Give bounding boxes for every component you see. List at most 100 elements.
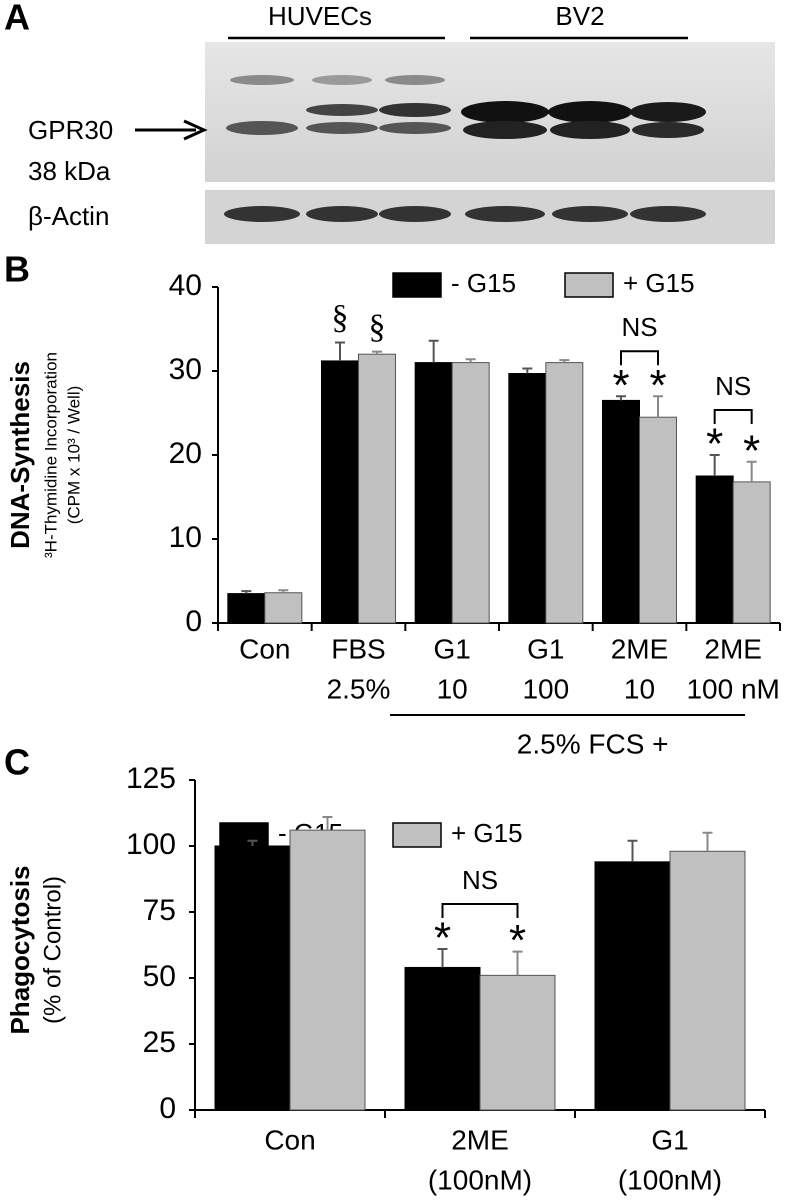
error-bar: [559, 359, 570, 363]
y-tick-label: 75: [143, 894, 176, 927]
bracket: [441, 902, 519, 918]
bar: [289, 829, 366, 1111]
bar: [264, 592, 303, 624]
x-tick-label: 2ME: [704, 633, 762, 664]
error-bar: [428, 339, 439, 363]
x-tick-label: 2ME: [611, 633, 669, 664]
significance-marker: *: [434, 914, 451, 963]
y-axis-subtitle: ³H-Thymidine Incorporation: [41, 352, 60, 558]
legend-swatch: [219, 822, 269, 848]
bracket: [620, 350, 659, 366]
y-tick-label: 0: [185, 605, 202, 638]
bar: [508, 373, 547, 624]
legend-label: + G15: [451, 818, 523, 848]
bar: [479, 974, 556, 1111]
arrow-head: [183, 119, 208, 141]
y-tick-label: 20: [169, 437, 202, 470]
x-tick-label: 100: [522, 673, 569, 704]
bar: [414, 362, 453, 624]
legend-label: + G15: [623, 268, 695, 298]
bar: [451, 362, 490, 624]
error-bar: [709, 454, 720, 476]
legend-swatch: [392, 272, 442, 298]
x-tick-label: 10: [437, 673, 468, 704]
x-tick-label: G1: [433, 633, 470, 664]
x-tick-label: (100nM): [618, 1164, 722, 1195]
significance-marker: §: [332, 299, 349, 336]
error-bar: [322, 815, 333, 831]
group-label: HUVECs: [268, 1, 372, 31]
bracket-label: NS: [715, 371, 751, 401]
y-tick-label: 40: [169, 269, 202, 302]
error-bar: [512, 950, 523, 976]
error-bar: [702, 831, 713, 852]
y-tick-label: 50: [143, 960, 176, 993]
panel-label: C: [4, 742, 30, 783]
x-tick-label: FBS: [331, 633, 385, 664]
bracket-label: NS: [462, 865, 498, 895]
error-bar: [627, 839, 638, 862]
error-bar: [437, 947, 448, 968]
bar: [732, 481, 771, 624]
bar: [639, 416, 677, 624]
error-bar: [335, 341, 345, 361]
x-tick-label: 2.5%: [327, 673, 391, 704]
error-bar: [653, 395, 663, 418]
y-axis-subtitle: (% of Control): [39, 876, 66, 1024]
blot-bands: [226, 75, 706, 139]
bar: [545, 362, 584, 624]
error-bar: [372, 350, 382, 355]
error-bar: [241, 590, 252, 594]
x-tick-label: (100nM): [428, 1164, 532, 1195]
error-bar: [247, 839, 258, 846]
group-label: BV2: [555, 1, 604, 31]
bar: [404, 966, 481, 1111]
error-bar: [465, 358, 476, 363]
x-tick-label: G1: [651, 1124, 688, 1155]
y-axis-subtitle: (CPM x 10³ / Well): [64, 386, 83, 525]
y-tick-label: 30: [169, 353, 202, 386]
x-tick-label: 2ME: [451, 1124, 509, 1155]
x-tick-label: 10: [624, 673, 655, 704]
band-label: GPR30: [28, 115, 113, 145]
band-size: 38 kDa: [28, 156, 111, 186]
error-bar: [746, 460, 757, 482]
actin-bands: [224, 206, 706, 222]
loading-control-label: β-Actin: [28, 201, 109, 231]
error-bar: [522, 367, 533, 374]
y-tick-label: 125: [126, 762, 176, 795]
group-label: 2.5% FCS +: [517, 728, 669, 759]
y-tick-label: 100: [126, 828, 176, 861]
significance-marker: *: [612, 361, 629, 410]
error-bar: [278, 589, 289, 593]
y-axis-title: Phagocytosis: [5, 865, 35, 1034]
y-tick-label: 25: [143, 1026, 176, 1059]
x-tick-label: Con: [239, 633, 290, 664]
x-tick-label: G1: [527, 633, 564, 664]
legend-swatch: [392, 822, 442, 848]
error-bar: [616, 395, 626, 401]
legend-swatch: [564, 272, 614, 298]
y-axis-title: DNA-Synthesis: [5, 361, 35, 549]
bar: [358, 353, 396, 624]
panel-label: A: [4, 0, 30, 38]
bar: [594, 861, 671, 1111]
significance-marker: *: [509, 916, 526, 965]
y-tick-label: 0: [159, 1092, 176, 1125]
significance-marker: §: [369, 308, 386, 345]
legend-label: - G15: [451, 268, 516, 298]
x-tick-label: Con: [264, 1124, 315, 1155]
bar: [695, 475, 734, 624]
bar: [227, 593, 266, 624]
significance-marker: *: [649, 361, 666, 410]
y-tick-label: 10: [169, 521, 202, 554]
bar: [669, 850, 746, 1111]
bar: [321, 360, 359, 624]
bar: [214, 845, 291, 1111]
significance-marker: *: [743, 426, 760, 475]
x-tick-label: 100 nM: [686, 673, 779, 704]
bar: [602, 399, 640, 624]
significance-marker: *: [706, 420, 723, 469]
bracket-label: NS: [621, 312, 657, 342]
